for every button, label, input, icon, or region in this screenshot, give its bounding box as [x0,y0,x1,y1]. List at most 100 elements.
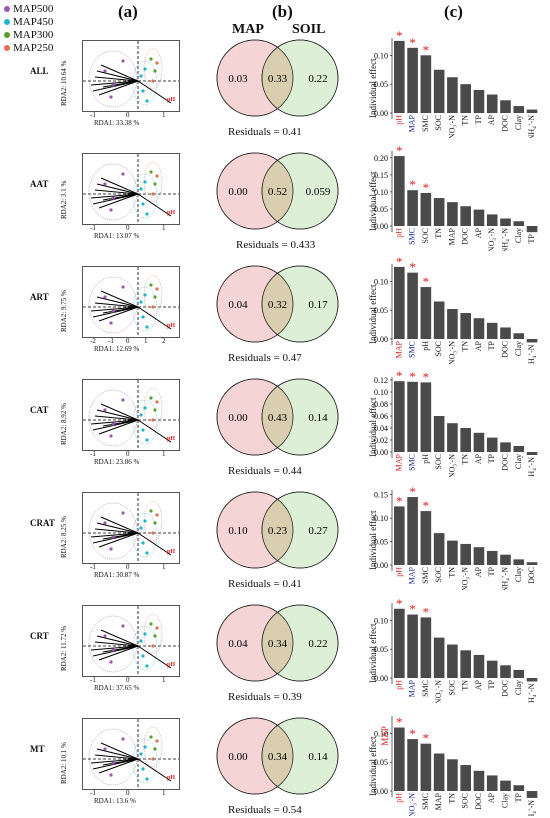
venn-diagram: 0.00 0.43 0.14 [216,378,339,456]
rda-ellipse [88,502,138,560]
bar [447,423,458,452]
significance-star: * [396,256,403,269]
rda-xtick: -1 [108,337,114,345]
bar-category-label: pH [421,454,430,464]
legend-label: MAP250 [13,42,54,54]
rda-point [141,654,145,658]
rda-ellipse [143,726,163,768]
venn-shared-value: 0.52 [268,186,287,198]
bar-ylabel: Individual effect [368,736,378,796]
bar-category-label: pH [394,228,403,238]
rda-arrow [100,177,139,195]
rda-point [111,761,115,765]
rda-xtick: 1 [162,111,166,119]
significance-star: * [396,30,403,43]
bar-category-label: AP [474,679,483,690]
bar [486,660,498,678]
rda-point [153,747,157,751]
bar-chart: 0.00 0.05 0.10 0.15 * pH * MAP * SMC SOC TN NO3--N AP… [374,484,538,590]
bar-ytick-label: 0.05 [374,538,388,547]
venn-overlap [262,605,293,681]
rda-ph-label: pH [167,436,175,442]
bar [447,309,458,339]
rda-point [103,182,107,186]
group-label: ART [30,292,49,302]
rda-arrow [102,193,139,201]
rda-plot: pH [82,379,180,451]
bar [500,218,511,226]
rda-arrow [94,302,139,308]
rda-xlabel: RDA1: 23.86 % [94,458,140,466]
rda-ph-label: pH [167,210,175,216]
venn-soil-value: 0.14 [308,412,328,424]
bar-ytick-label: 0.05 [374,306,388,315]
venn-residuals: Residuals = 0.41 [228,578,302,590]
bar [394,381,405,452]
significance-star: * [409,35,416,50]
venn-head-soil: SOIL [292,22,326,37]
bar [486,322,498,339]
rda-point [139,413,143,417]
group-label: MT [30,744,45,754]
rda-svg: pH [83,154,179,224]
rda-xtick: 0 [126,676,130,684]
bar [407,381,418,452]
rda-xtick: 0 [126,111,130,119]
legend-label: MAP450 [13,16,54,28]
bar [513,669,525,678]
bar-category-label: MAP [434,792,443,810]
rda-point [111,83,115,87]
significance-star: * [396,715,403,730]
venn-overlap [262,266,293,342]
rda-xtick: 1 [162,563,166,571]
bar [460,765,471,791]
bar [486,550,498,565]
rda-point [121,59,125,63]
significance-star: * [409,369,416,384]
venn-diagram: 0.04 0.32 0.17 [216,265,339,343]
bar [486,214,498,226]
rda-point [153,182,157,186]
bar-category-label: TP [487,453,496,463]
bar-category-label: MAP [408,114,417,132]
rda-arrow [96,522,139,534]
rda-plot: pH [82,605,180,677]
bar-ytick-label: 0.10 [374,388,388,397]
bar [394,727,405,791]
bar-category-label: TN [461,115,470,126]
rda-xlabel: RDA1: 33.38 % [94,119,140,127]
rda-point [103,295,107,299]
significance-star: * [423,731,430,746]
bar-category-label: DOC [500,341,509,358]
group-label: CRT [30,631,49,641]
venn-soil-value: 0.22 [308,638,327,650]
venn-head-map: MAP [232,22,264,37]
bar-category-label: AP [487,114,496,125]
rda-point [141,89,145,93]
bar-chart: 0.00 0.05 0.10 * pH * NO3--N * SMC MAP TN SOC DOC AP C… [374,715,538,816]
rda-arrow [102,306,139,314]
rda-ylabel: RDA2: 10.1 % [60,742,68,784]
bar-ytick-label: 0.10 [374,188,388,197]
rda-arrow [98,419,139,435]
rda-point [109,95,113,99]
rda-point [145,664,149,668]
rda-xtick: 0 [126,224,130,232]
venn-diagram: 0.04 0.34 0.22 [216,604,339,682]
bar-ytick-label: 0.12 [374,376,388,385]
bar-category-label: NH4+-N [527,683,538,703]
rda-point [151,757,155,761]
bar [473,654,485,678]
bar-category-label: SMC [421,567,430,584]
rda-arrow [137,645,172,669]
bar-ytick-label: 0.00 [374,561,388,570]
rda-point [111,648,115,652]
rda-ph-label: pH [167,323,175,329]
bar [433,301,445,339]
bar-category-label: NH4+-N [500,567,511,590]
rda-point [111,422,115,426]
rda-plot: pH [82,266,180,338]
significance-star: * [409,260,416,275]
rda-point [103,521,107,525]
rda-arrow [90,532,139,538]
